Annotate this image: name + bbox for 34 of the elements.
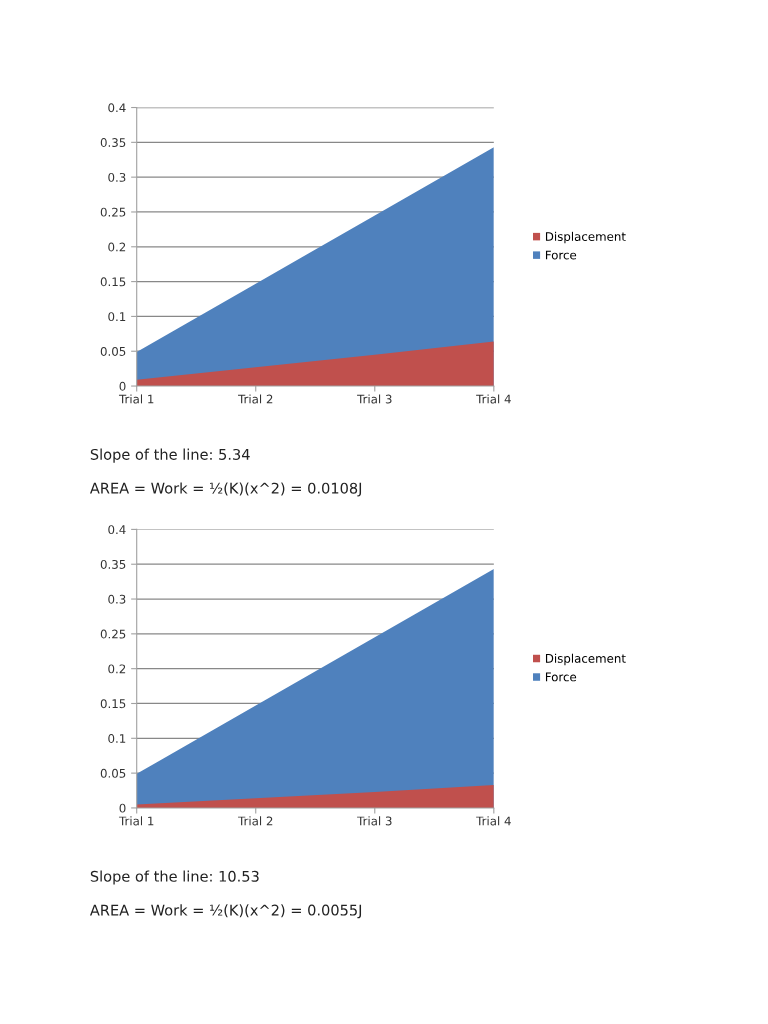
x-tick-label: Trial 4 [476, 816, 511, 826]
y-tick-label: 0.25 [100, 207, 126, 217]
y-tick-label: 0.15 [100, 699, 126, 709]
text: Slope of the line: 10.53 [90, 870, 259, 885]
y-tick-label: 0.15 [100, 277, 126, 287]
x-tick-label: Trial 1 [118, 816, 154, 826]
y-tick-label: 0.2 [108, 242, 126, 252]
y-tick-label: 0.35 [100, 138, 126, 147]
legend-label: Force [545, 250, 577, 260]
y-tick-label: 0.3 [108, 172, 126, 182]
legend-label: Force [545, 672, 577, 682]
text: Slope of the line: 5.34 [90, 448, 250, 463]
x-tick-label: Trial 3 [357, 816, 392, 826]
y-tick-label: 0.05 [100, 768, 126, 778]
legend-label: Displacement [545, 231, 626, 244]
y-tick-label: 0.1 [108, 312, 126, 322]
text: AREA = Work = ½(K)(x^2) = 0.0108J [89, 482, 362, 497]
y-tick-label: 0 [119, 381, 126, 391]
y-tick-label: 0.25 [100, 629, 126, 639]
x-tick-label: Trial 3 [357, 394, 392, 404]
x-tick-label: Trial 2 [238, 394, 273, 404]
text: AREA = Work = ½(K)(x^2) = 0.0055J [89, 904, 362, 919]
y-tick-label: 0.2 [108, 664, 126, 674]
x-tick-label: Trial 4 [476, 394, 511, 404]
x-tick-label: Trial 2 [238, 816, 273, 826]
y-tick-label: 0.1 [108, 734, 126, 743]
legend-label: Displacement [545, 653, 626, 666]
x-tick-label: Trial 1 [118, 394, 154, 404]
y-tick-label: 0.35 [100, 559, 126, 569]
y-tick-label: 0.4 [108, 525, 126, 535]
y-tick-label: 0 [119, 803, 126, 813]
y-tick-label: 0.05 [100, 346, 126, 356]
y-tick-label: 0.3 [108, 594, 126, 604]
y-tick-label: 0.4 [108, 103, 126, 113]
